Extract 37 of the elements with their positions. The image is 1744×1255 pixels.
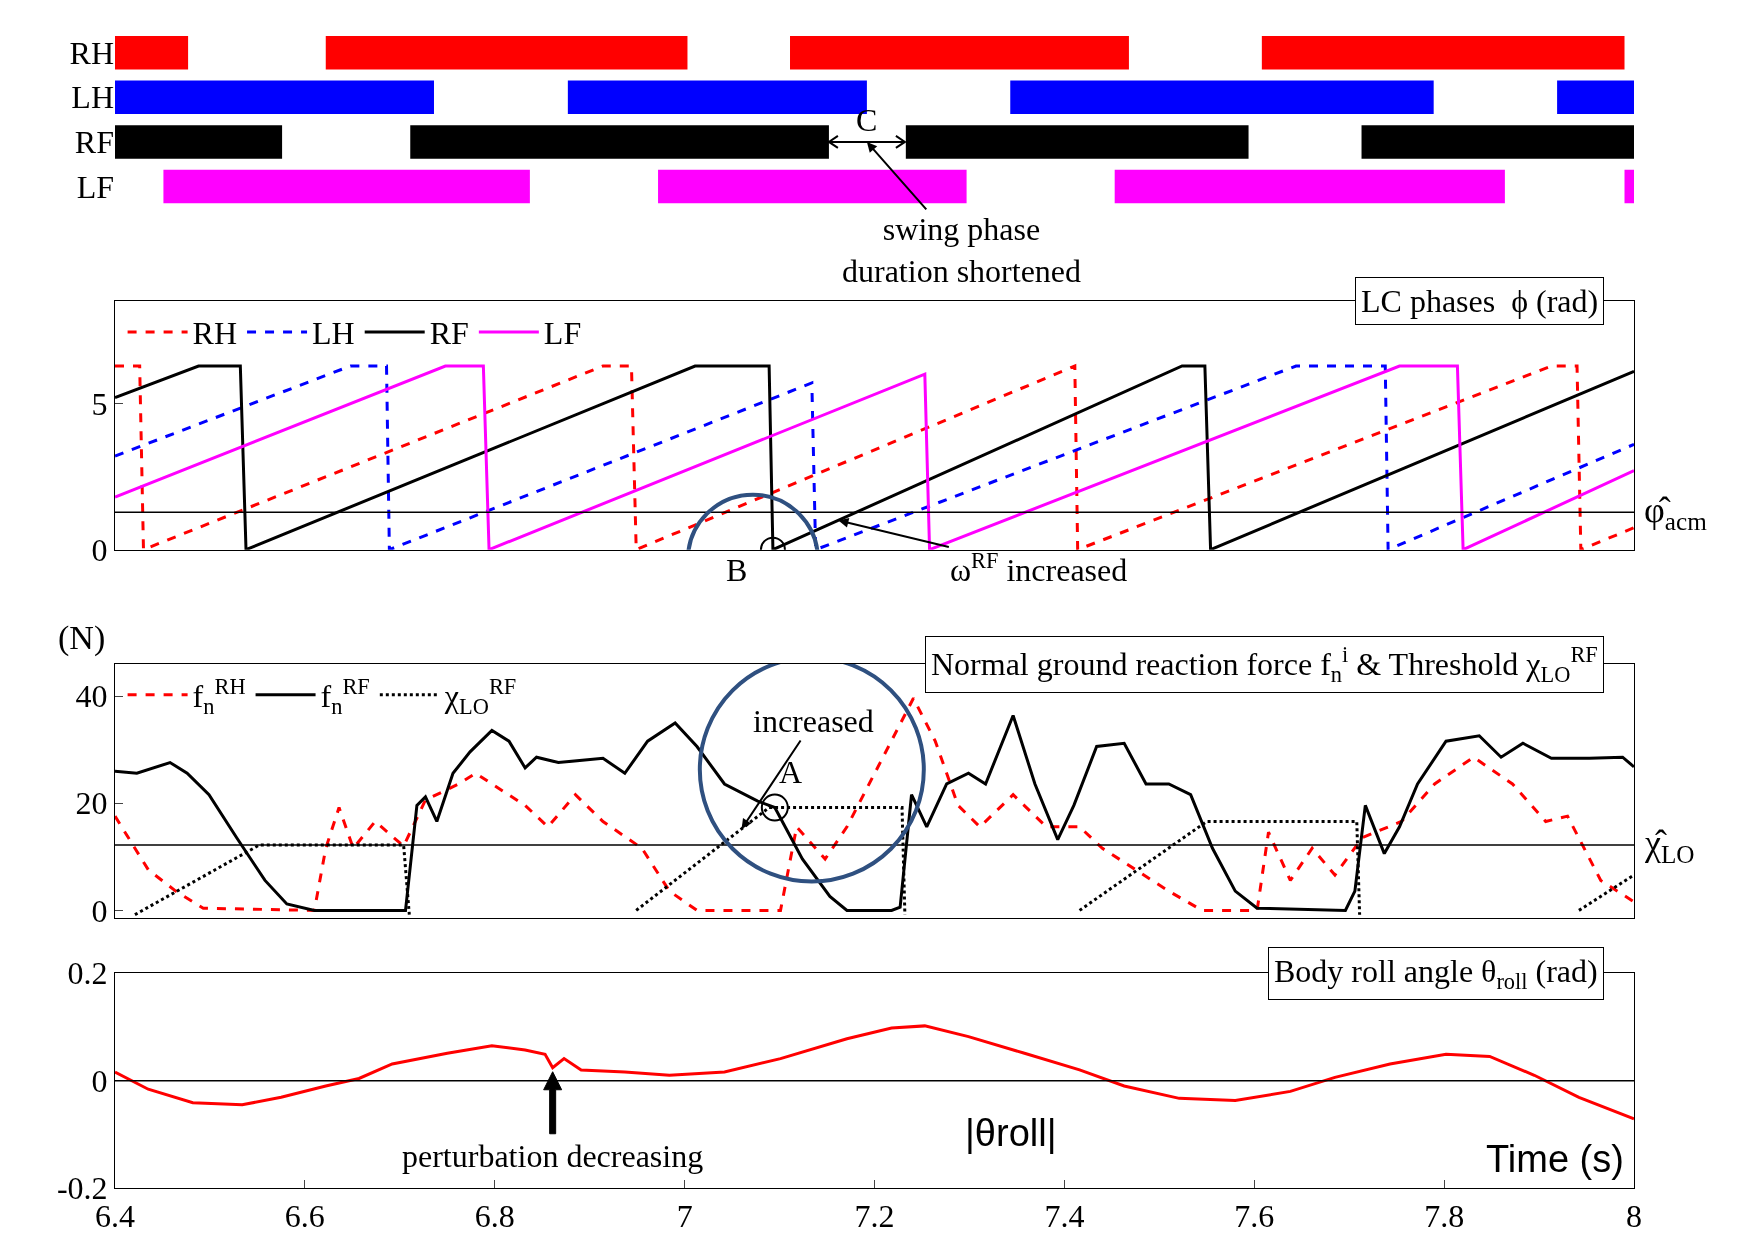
legend-label: LH xyxy=(312,315,355,352)
y-tick-label: 5 xyxy=(91,385,108,422)
y-tick-label: 40 xyxy=(75,678,108,715)
y-tick-label: 0 xyxy=(91,1062,108,1099)
ref-line-label: χ̂$_{LO}$ xyxy=(1644,823,1695,868)
y-tick-label: LH xyxy=(71,79,114,116)
x-tick-label: 7.6 xyxy=(1234,1198,1275,1235)
ref-line-label: φ̂$_{acm}$ xyxy=(1644,490,1708,535)
y-tick-label: 0 xyxy=(91,531,108,568)
annotation: A xyxy=(779,754,803,790)
y-tick-label: 20 xyxy=(75,785,108,822)
annotation: ω$^{RF}$ increased xyxy=(950,548,1128,589)
x-tick-label: 8 xyxy=(1626,1198,1642,1235)
y-tick-label: RF xyxy=(74,124,114,161)
x-tick-label: 7 xyxy=(676,1198,693,1235)
annotation: |θroll| xyxy=(965,1112,1057,1154)
x-axis-title: Time (s) xyxy=(1486,1138,1624,1180)
x-tick-label: 7.8 xyxy=(1424,1198,1465,1235)
legend-label: RH xyxy=(192,315,238,352)
y-tick-label: 0 xyxy=(91,892,108,929)
y-axis-title: (N) xyxy=(58,619,106,657)
x-tick-label: 6.8 xyxy=(474,1198,515,1235)
legend-label: RF xyxy=(429,315,469,352)
x-tick-label: 6.6 xyxy=(284,1198,325,1235)
annotation: B xyxy=(726,552,748,588)
chart-title: Body roll angle θ$_{roll}$ (rad) xyxy=(1274,953,1598,994)
annotation: C xyxy=(856,102,878,138)
y-tick-label: RH xyxy=(69,34,114,71)
annotation: perturbation decreasing xyxy=(402,1138,704,1174)
annotation: increased xyxy=(753,703,874,739)
y-tick-label: LF xyxy=(76,168,114,205)
text: swing phase duration shortened xyxy=(842,211,1082,289)
x-tick-label: 7.4 xyxy=(1044,1198,1085,1235)
legend-label: LF xyxy=(543,315,582,352)
y-tick-label: 0.2 xyxy=(67,955,108,992)
x-tick-label: 7.2 xyxy=(854,1198,895,1235)
chart-title: LC phases ϕ (rad) xyxy=(1361,283,1599,319)
